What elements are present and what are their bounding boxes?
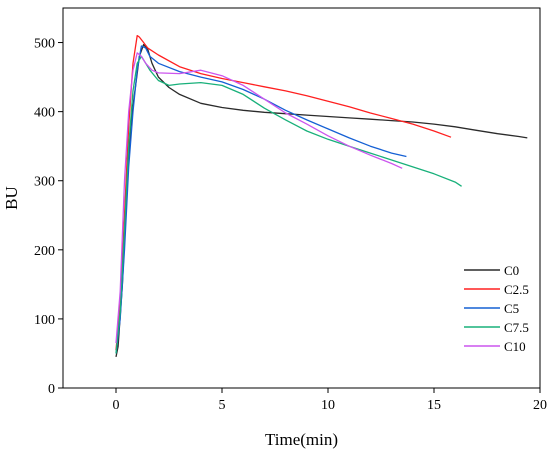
x-tick-label: 10	[321, 398, 335, 413]
series-line-c5	[115, 45, 407, 354]
legend-label: C2.5	[504, 282, 529, 297]
y-tick-label: 100	[34, 313, 55, 328]
legend-label: C0	[504, 263, 519, 278]
legend-label: C5	[504, 301, 519, 316]
x-tick-label: 0	[113, 398, 120, 413]
x-tick-label: 15	[427, 398, 441, 413]
x-tick-label: 20	[533, 398, 547, 413]
x-tick-label: 5	[219, 398, 226, 413]
y-tick-label: 200	[34, 244, 55, 259]
plot-frame	[62, 7, 541, 389]
x-axis-label: Time(min)	[265, 430, 338, 449]
y-tick-label: 400	[34, 106, 55, 121]
y-tick-label: 300	[34, 175, 55, 190]
y-tick-label: 0	[48, 382, 55, 397]
series-line-c2-5	[115, 34, 452, 351]
series-lines	[115, 34, 528, 358]
y-tick-label: 500	[34, 37, 55, 52]
legend-label: C10	[504, 339, 526, 354]
series-line-c0	[115, 43, 528, 358]
y-axis-ticks: 0 100 200 300 400 500	[34, 37, 63, 397]
legend-label: C7.5	[504, 320, 529, 335]
plot-border	[62, 7, 541, 389]
series-line-c7-5	[115, 55, 462, 354]
x-axis-ticks: 0 5 10 15 20	[113, 388, 547, 413]
y-axis-label: BU	[2, 186, 21, 210]
legend: C0 C2.5 C5 C7.5 C10	[464, 263, 529, 354]
series-line-c10	[115, 52, 403, 344]
